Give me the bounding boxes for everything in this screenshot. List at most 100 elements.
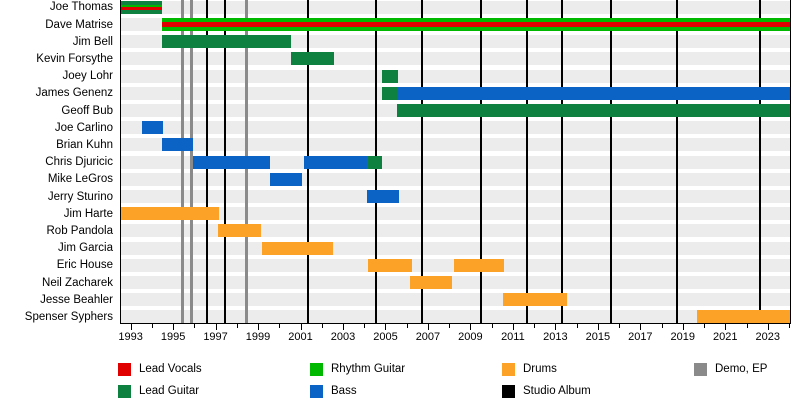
role-stripe-lead-guitar [397,104,790,117]
timeline-bar [503,293,567,307]
year-label: 2007 [415,331,441,343]
legend-item-rhythm-guitar: Rhythm Guitar [310,363,405,376]
year-tick [640,324,642,330]
year-tick [597,324,599,330]
studio-album-line [759,0,762,323]
year-tick [512,324,514,330]
legend-swatch-demo-ep [694,363,707,376]
role-stripe-bass [303,155,368,169]
legend-swatch-drums [502,363,515,376]
studio-album-line [609,0,612,323]
timeline-bar [409,276,453,289]
timeline-bar [269,172,302,186]
year-label: 1993 [118,331,143,343]
role-stripe-bass [193,155,270,169]
legend-item-lead-guitar: Lead Guitar [118,385,199,398]
year-tick [236,324,238,328]
year-tick [194,324,196,328]
year-tick [173,324,175,330]
row-band [121,190,790,203]
year-tick [385,324,387,330]
timeline-bar [397,104,790,117]
year-label: 2019 [670,331,696,343]
role-stripe-lead-vocals [121,6,163,10]
member-label: Joe Thomas [49,1,113,14]
member-label: Eric House [56,259,113,272]
timeline-bar [217,224,262,238]
timeline-bar [142,121,164,135]
legend-item-lead-vocals: Lead Vocals [118,363,202,376]
timeline-bar [162,138,194,152]
year-label: 2005 [373,331,398,343]
legend-swatch-lead-guitar [118,385,131,398]
studio-album-line [676,0,679,323]
legend-label: Rhythm Guitar [331,363,406,375]
row-band [121,241,790,255]
role-stripe-bass [269,172,302,186]
legend-item-drums: Drums [502,363,557,376]
legend-label: Lead Vocals [139,363,202,375]
row-band [121,138,790,152]
demo-ep-line [181,0,185,323]
year-tick [767,324,769,330]
timeline-bar [382,86,399,100]
legend-label: Demo, EP [715,363,768,375]
member-label: Dave Matrise [45,18,113,31]
member-label: Jim Harte [63,207,113,220]
legend-label: Bass [331,385,357,397]
year-tick [470,324,472,330]
year-label: 2009 [458,331,483,343]
year-tick [130,324,132,330]
year-tick [661,324,663,328]
legend-swatch-studio-album [502,385,515,398]
member-label: Joey Lohr [62,70,113,83]
timeline-bar [193,155,270,169]
role-stripe-bass [142,121,164,135]
row-band [121,0,790,14]
member-label: Rob Pandola [46,224,114,237]
member-label: Joe Carlino [54,121,113,134]
year-tick [427,324,429,330]
year-label: 2013 [543,331,568,343]
year-tick [619,324,621,328]
row-band [121,310,790,324]
member-label: Brian Kuhn [56,138,113,151]
studio-album-line [560,0,563,323]
role-stripe-lead-guitar [162,35,291,49]
year-tick [682,324,684,330]
member-label: Spenser Syphers [24,310,113,323]
legend-label: Lead Guitar [139,385,200,397]
year-tick [725,324,727,330]
year-tick [300,324,302,330]
role-stripe-lead-guitar [382,86,399,100]
studio-album-line [479,0,482,323]
year-label: 2011 [501,331,525,343]
legend-item-demo-ep: Demo, EP [694,363,767,376]
row-band [121,224,790,238]
member-label: Geoff Bub [61,104,113,117]
timeline-bar [121,207,219,221]
row-band [121,69,790,83]
year-label: 1997 [203,331,228,343]
role-stripe-lead-guitar [382,69,399,83]
row-band [121,293,790,307]
year-tick [364,324,366,328]
row-band [121,155,790,169]
role-stripe-lead-vocals [162,22,790,27]
row-band [121,121,790,135]
member-label: Mike LeGros [47,173,113,186]
timeline-bar [262,241,334,255]
role-stripe-rhythm-guitar [162,26,790,31]
role-stripe-drums [368,258,412,272]
timeline-bar [367,155,383,169]
role-stripe-lead-guitar [367,155,383,169]
year-tick [576,324,578,328]
timeline-bar [398,86,790,100]
member-label: Kevin Forsythe [36,52,113,65]
year-tick [789,324,790,328]
role-stripe-bass [162,138,194,152]
year-tick [704,324,706,328]
timeline-bar [696,310,790,324]
row-band [121,52,790,66]
